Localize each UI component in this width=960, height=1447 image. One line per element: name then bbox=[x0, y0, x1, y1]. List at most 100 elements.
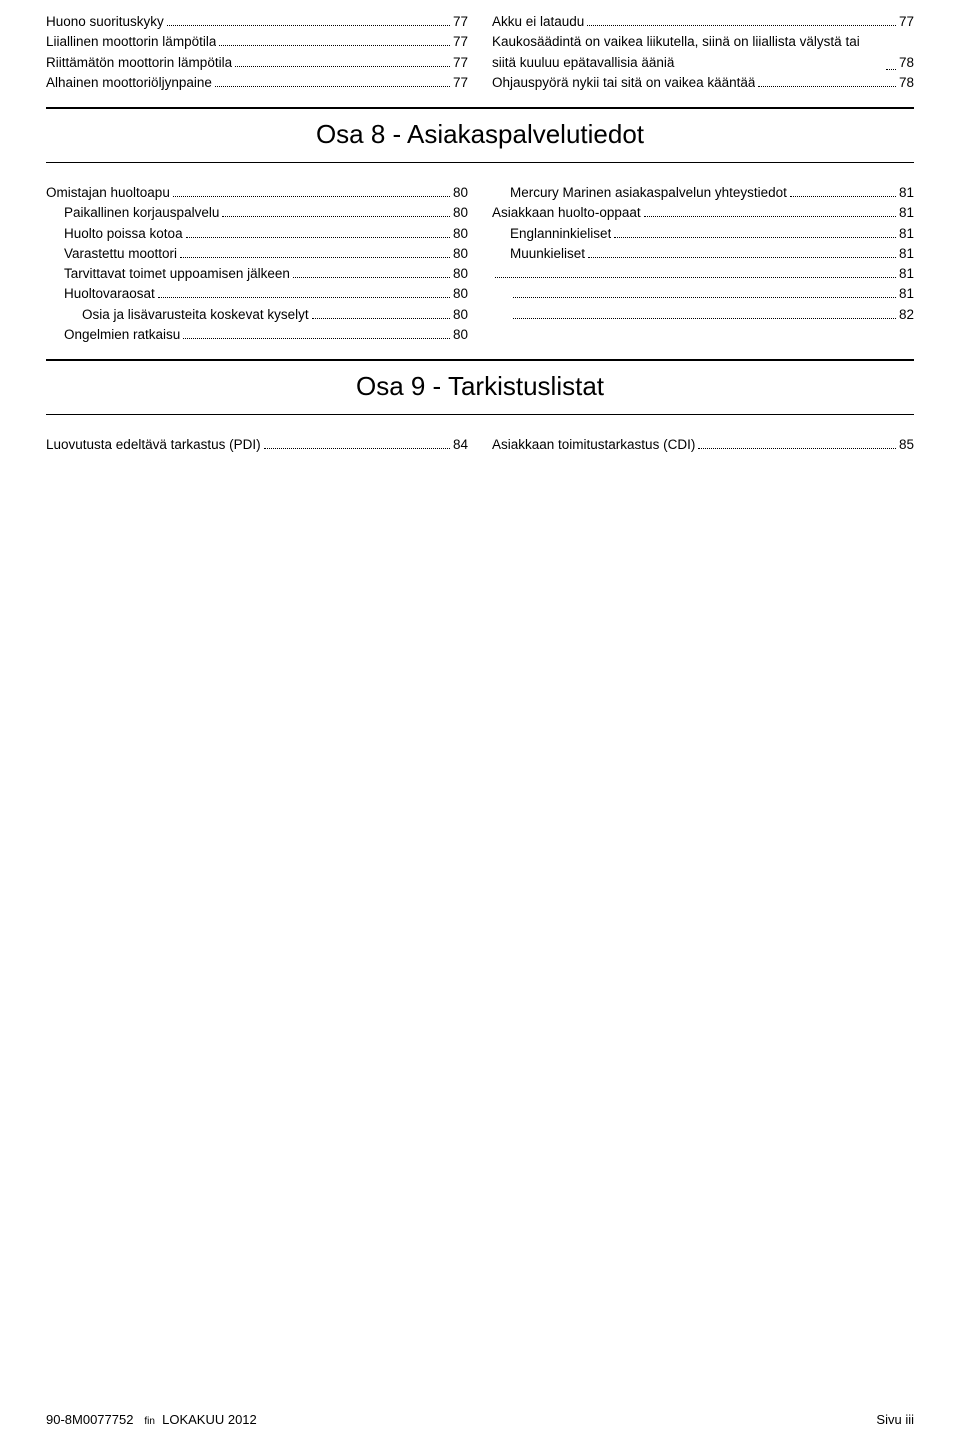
toc-label: Ongelmien ratkaisu bbox=[64, 325, 180, 345]
toc-page: 77 bbox=[453, 12, 468, 32]
toc-label: Liiallinen moottorin lämpötila bbox=[46, 32, 216, 52]
toc-page: 80 bbox=[453, 284, 468, 304]
toc-page: 78 bbox=[899, 73, 914, 93]
toc-section8-left: Omistajan huoltoapu80Paikallinen korjaus… bbox=[46, 183, 468, 345]
toc-section8: Omistajan huoltoapu80Paikallinen korjaus… bbox=[46, 183, 914, 345]
toc-dots bbox=[183, 338, 450, 339]
toc-label: Huoltovaraosat bbox=[64, 284, 155, 304]
toc-label: Omistajan huoltoapu bbox=[46, 183, 170, 203]
toc-page: 81 bbox=[899, 244, 914, 264]
toc-entry: 81 bbox=[492, 264, 914, 284]
toc-entry: Riittämätön moottorin lämpötila77 bbox=[46, 53, 468, 73]
toc-page: 84 bbox=[453, 435, 468, 455]
toc-label: Ohjauspyörä nykii tai sitä on vaikea kää… bbox=[492, 73, 755, 93]
toc-dots bbox=[312, 318, 450, 319]
toc-dots bbox=[495, 277, 896, 278]
toc-label: Akku ei lataudu bbox=[492, 12, 584, 32]
footer-left: 90-8M0077752 fin LOKAKUU 2012 bbox=[46, 1412, 257, 1427]
toc-dots bbox=[293, 277, 450, 278]
toc-entry: Liiallinen moottorin lämpötila 77 bbox=[46, 32, 468, 52]
toc-label: Osia ja lisävarusteita koskevat kyselyt bbox=[82, 305, 309, 325]
toc-dots bbox=[886, 69, 896, 70]
toc-page: 80 bbox=[453, 224, 468, 244]
toc-entry: Asiakkaan toimitustarkastus (CDI) 85 bbox=[492, 435, 914, 455]
toc-dots bbox=[698, 448, 896, 449]
toc-section9: Luovutusta edeltävä tarkastus (PDI) 84 As… bbox=[46, 435, 914, 455]
toc-page: 80 bbox=[453, 305, 468, 325]
toc-dots bbox=[173, 196, 450, 197]
toc-entry: Osia ja lisävarusteita koskevat kyselyt 8… bbox=[46, 305, 468, 325]
toc-dots bbox=[513, 318, 896, 319]
toc-page: 80 bbox=[453, 244, 468, 264]
toc-dots bbox=[167, 25, 450, 26]
toc-label: Huono suorituskyky bbox=[46, 12, 164, 32]
toc-page: 81 bbox=[899, 203, 914, 223]
toc-page: 81 bbox=[899, 224, 914, 244]
toc-entry: Akku ei lataudu 77 bbox=[492, 12, 914, 32]
toc-dots bbox=[264, 448, 450, 449]
toc-entry: Ongelmien ratkaisu 80 bbox=[46, 325, 468, 345]
toc-page: 78 bbox=[899, 53, 914, 73]
toc-label: Paikallinen korjauspalvelu bbox=[64, 203, 219, 223]
toc-dots bbox=[222, 216, 450, 217]
toc-label: Asiakkaan toimitustarkastus (CDI) bbox=[492, 435, 695, 455]
section8-heading: Osa 8 - Asiakaspalvelutiedot bbox=[46, 107, 914, 163]
toc-dots bbox=[790, 196, 896, 197]
page-footer: 90-8M0077752 fin LOKAKUU 2012 Sivu iii bbox=[46, 1412, 914, 1427]
toc-entry: Alhainen moottoriöljynpaine77 bbox=[46, 73, 468, 93]
toc-page: 81 bbox=[899, 264, 914, 284]
toc-page: 80 bbox=[453, 183, 468, 203]
toc-entry: Huoltovaraosat 80 bbox=[46, 284, 468, 304]
toc-page: 81 bbox=[899, 183, 914, 203]
toc-page: 82 bbox=[899, 305, 914, 325]
toc-label: Luovutusta edeltävä tarkastus (PDI) bbox=[46, 435, 261, 455]
toc-entry: Omistajan huoltoapu 80 bbox=[46, 183, 468, 203]
footer-page: Sivu iii bbox=[876, 1412, 914, 1427]
toc-entry: Varastettu moottori 80 bbox=[46, 244, 468, 264]
toc-entry: Asiakkaan huolto-oppaat 81 bbox=[492, 203, 914, 223]
toc-page: 77 bbox=[899, 12, 914, 32]
toc-top: Huono suorituskyky77Liiallinen moottorin… bbox=[46, 12, 914, 93]
toc-dots bbox=[588, 257, 896, 258]
footer-date: LOKAKUU 2012 bbox=[162, 1412, 257, 1427]
toc-page: 85 bbox=[899, 435, 914, 455]
toc-entry: Kaukosäädintä on vaikea liikutella, siin… bbox=[492, 32, 914, 73]
toc-entry: 81 bbox=[492, 284, 914, 304]
toc-label: Kaukosäädintä on vaikea liikutella, siin… bbox=[492, 32, 883, 73]
toc-label: Asiakkaan huolto-oppaat bbox=[492, 203, 641, 223]
toc-entry: Paikallinen korjauspalvelu 80 bbox=[46, 203, 468, 223]
toc-page: 80 bbox=[453, 264, 468, 284]
toc-section9-left: Luovutusta edeltävä tarkastus (PDI) 84 bbox=[46, 435, 468, 455]
toc-entry: Huolto poissa kotoa 80 bbox=[46, 224, 468, 244]
toc-label: Englanninkieliset bbox=[510, 224, 611, 244]
toc-dots bbox=[587, 25, 896, 26]
toc-dots bbox=[215, 86, 450, 87]
toc-entry: Muunkieliset 81 bbox=[492, 244, 914, 264]
toc-top-right: Akku ei lataudu 77 Kaukosäädintä on vaikea… bbox=[492, 12, 914, 93]
footer-doc: 90-8M0077752 bbox=[46, 1412, 133, 1427]
toc-dots bbox=[235, 66, 450, 67]
toc-dots bbox=[758, 86, 896, 87]
toc-page: 80 bbox=[453, 203, 468, 223]
toc-page: 80 bbox=[453, 325, 468, 345]
toc-entry: Huono suorituskyky 77 bbox=[46, 12, 468, 32]
toc-label: Tarvittavat toimet uppoamisen jälkeen bbox=[64, 264, 290, 284]
toc-section8-right: Mercury Marinen asiakaspalvelun yhteysti… bbox=[492, 183, 914, 345]
toc-top-left: Huono suorituskyky77Liiallinen moottorin… bbox=[46, 12, 468, 93]
toc-label: Muunkieliset bbox=[510, 244, 585, 264]
toc-section9-right: Asiakkaan toimitustarkastus (CDI) 85 bbox=[492, 435, 914, 455]
toc-dots bbox=[186, 237, 450, 238]
toc-page: 77 bbox=[453, 53, 468, 73]
toc-label: Varastettu moottori bbox=[64, 244, 177, 264]
toc-entry: Mercury Marinen asiakaspalvelun yhteysti… bbox=[492, 183, 914, 203]
toc-entry: Luovutusta edeltävä tarkastus (PDI) 84 bbox=[46, 435, 468, 455]
toc-entry: Ohjauspyörä nykii tai sitä on vaikea kää… bbox=[492, 73, 914, 93]
toc-entry: Tarvittavat toimet uppoamisen jälkeen 80 bbox=[46, 264, 468, 284]
toc-label: Mercury Marinen asiakaspalvelun yhteysti… bbox=[510, 183, 787, 203]
toc-dots bbox=[513, 297, 896, 298]
toc-entry: Englanninkieliset 81 bbox=[492, 224, 914, 244]
toc-page: 77 bbox=[453, 32, 468, 52]
toc-label: Huolto poissa kotoa bbox=[64, 224, 183, 244]
section9-heading: Osa 9 - Tarkistuslistat bbox=[46, 359, 914, 415]
footer-lang: fin bbox=[144, 1416, 155, 1427]
